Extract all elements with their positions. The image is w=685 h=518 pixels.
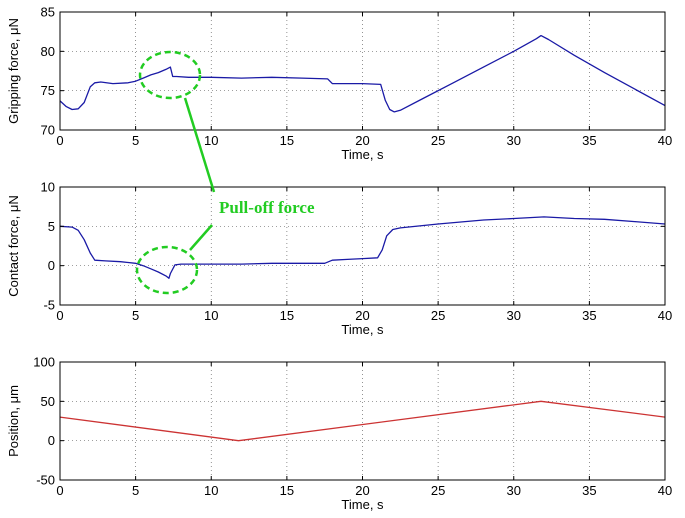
series-line	[59, 34, 666, 113]
y-tick-label: 50	[41, 394, 55, 409]
chart-panel-1: 0 5 10 15 20 25 30 35 40 70 75 80 85 Time, s Gripping …	[6, 5, 672, 163]
y-tick-label: 0	[48, 433, 55, 448]
y-tick-label: 0	[48, 258, 55, 273]
x-tick-label: 10	[204, 483, 218, 498]
x-tick-label: 0	[56, 483, 63, 498]
y-axis-label: Contact force, μN	[6, 195, 21, 296]
x-tick-label: 10	[204, 308, 218, 323]
highlight-ellipse-upper	[138, 50, 202, 100]
x-tick-label: 0	[56, 133, 63, 148]
x-tick-label: 30	[507, 483, 521, 498]
y-tick-label: 70	[41, 123, 55, 138]
x-tick-label: 5	[132, 483, 139, 498]
x-tick-label: 15	[280, 483, 294, 498]
x-tick-label: 35	[582, 308, 596, 323]
y-axis-label: Gripping force, μN	[6, 18, 21, 124]
pull-off-annotation: Pull-off force	[135, 50, 315, 295]
plot-area	[60, 187, 665, 305]
x-axis-label: Time, s	[341, 147, 384, 162]
pointer-line-upper	[183, 97, 216, 193]
y-tick-label: -50	[36, 473, 55, 488]
x-tick-label: 25	[431, 133, 445, 148]
x-tick-label: 15	[280, 308, 294, 323]
plot-area	[60, 362, 665, 480]
y-axis-label: Position, μm	[6, 385, 21, 457]
x-tick-label: 25	[431, 483, 445, 498]
x-tick-label: 25	[431, 308, 445, 323]
x-tick-label: 20	[355, 483, 369, 498]
highlight-ellipse-lower	[135, 245, 199, 295]
x-tick-label: 20	[355, 308, 369, 323]
series-line	[59, 400, 666, 442]
x-tick-label: 40	[658, 483, 672, 498]
x-tick-label: 40	[658, 133, 672, 148]
pull-off-label: Pull-off force	[219, 198, 315, 217]
x-tick-label: 40	[658, 308, 672, 323]
x-axis-label: Time, s	[341, 497, 384, 512]
x-tick-label: 10	[204, 133, 218, 148]
x-tick-label: 30	[507, 133, 521, 148]
x-tick-label: 5	[132, 308, 139, 323]
x-tick-label: 5	[132, 133, 139, 148]
x-tick-label: 35	[582, 483, 596, 498]
x-tick-label: 35	[582, 133, 596, 148]
x-tick-label: 30	[507, 308, 521, 323]
y-tick-label: 100	[33, 355, 55, 370]
y-tick-label: 85	[41, 5, 55, 20]
series-line	[59, 216, 666, 279]
x-tick-label: 15	[280, 133, 294, 148]
x-axis-label: Time, s	[341, 322, 384, 337]
y-tick-label: 10	[41, 180, 55, 195]
y-tick-label: 75	[41, 83, 55, 98]
y-tick-label: 80	[41, 44, 55, 59]
x-tick-label: 20	[355, 133, 369, 148]
y-tick-label: -5	[43, 298, 55, 313]
x-tick-label: 0	[56, 308, 63, 323]
pointer-line-lower	[189, 224, 213, 251]
y-tick-label: 5	[48, 219, 55, 234]
